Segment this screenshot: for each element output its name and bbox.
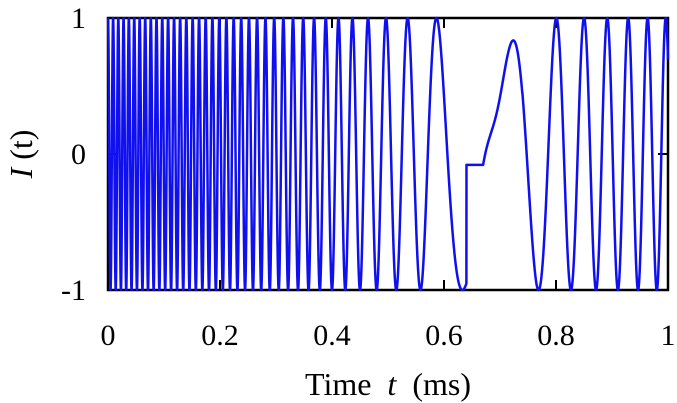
y-axis-label: I (t) [3,130,39,180]
x-axis-label-text: Time [305,366,371,402]
x-axis-label-var: t [387,366,397,402]
series-line-intensity [106,16,670,292]
x-tick-labels: 0 0.2 0.4 0.6 0.8 1 [101,319,676,352]
x-tick-label: 0.6 [425,319,463,352]
x-axis-label: Time t (ms) [305,366,471,402]
y-tick-label: -1 [61,274,86,307]
x-tick-label: 1 [661,319,676,352]
x-tick-label: 0.8 [537,319,575,352]
y-tick-labels: -1 0 1 [61,2,86,307]
x-axis-label-unit: (ms) [412,366,471,402]
x-tick-label: 0.2 [201,319,239,352]
x-tick-label: 0.4 [313,319,351,352]
plot-area [106,16,670,292]
y-axis-label-arg: (t) [3,130,39,160]
x-tick-label: 0 [101,319,116,352]
y-axis-label-var: I [3,166,39,179]
y-tick-label: 1 [71,2,86,35]
y-tick-label: 0 [71,138,86,171]
